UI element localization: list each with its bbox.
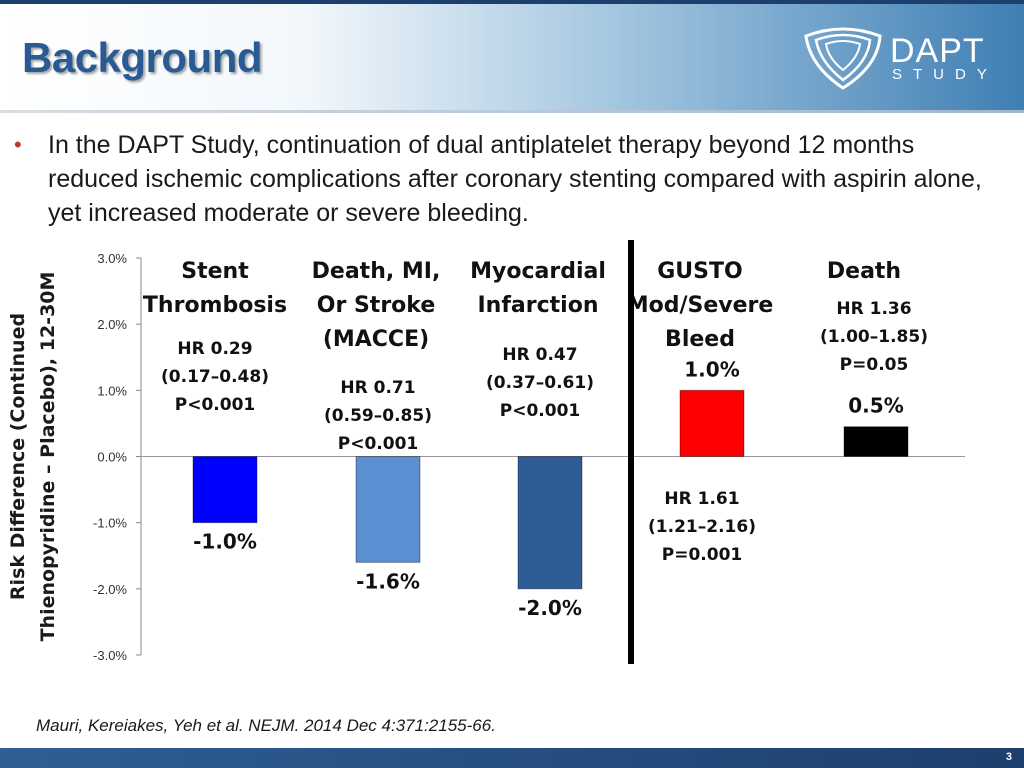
bar [355, 456, 421, 563]
bullet-text: In the DAPT Study, continuation of dual … [48, 131, 982, 227]
data-label: -1.6% [356, 569, 420, 593]
bar [679, 389, 745, 457]
bar [517, 456, 583, 590]
data-label: -2.0% [518, 596, 582, 620]
y-tick-label: -1.0% [93, 516, 127, 531]
dapt-shield-logo-icon [804, 27, 882, 90]
y-tick-label: 3.0% [97, 251, 127, 266]
hazard-ratio-label: HR 1.61 [664, 489, 739, 509]
category-label: GUSTO [657, 259, 742, 284]
hazard-ratio-label: (1.00–1.85) [820, 327, 928, 347]
page-number: 3 [1005, 751, 1012, 763]
hazard-ratio-label: HR 0.47 [502, 345, 577, 365]
y-axis-title-line1: Risk Difference (Continued [7, 313, 29, 600]
category-label: Infarction [478, 293, 599, 318]
hazard-ratio-label: (0.59–0.85) [324, 406, 432, 426]
footer-bar: 3 [0, 748, 1024, 768]
category-label: Myocardial [470, 259, 606, 284]
hazard-ratio-label: P<0.001 [338, 434, 418, 454]
bar [192, 456, 258, 524]
logo-subtitle: STUDY [892, 66, 998, 83]
y-tick-label: 2.0% [97, 317, 127, 332]
category-label: (MACCE) [323, 327, 429, 352]
hazard-ratio-label: HR 1.36 [836, 299, 911, 319]
hazard-ratio-label: P=0.001 [662, 545, 742, 565]
citation: Mauri, Kereiakes, Yeh et al. NEJM. 2014 … [36, 716, 496, 735]
hazard-ratio-label: P<0.001 [175, 395, 255, 415]
hazard-ratio-label: (0.17–0.48) [161, 367, 269, 387]
y-tick-label: 1.0% [97, 383, 127, 398]
risk-difference-chart: 3.0% 2.0% 1.0% 0.0% -1.0% -2.0% -3.0% Risk Diff… [7, 240, 965, 664]
hazard-ratio-label: P<0.001 [500, 401, 580, 421]
category-label: Or Stroke [317, 293, 436, 318]
category-label: Death [827, 259, 901, 284]
hazard-ratio-label: (0.37–0.61) [486, 373, 594, 393]
title-bar: Background DAPT STUDY [0, 0, 1024, 112]
hazard-ratio-label: HR 0.29 [177, 339, 252, 359]
y-tick-label: -2.0% [93, 582, 127, 597]
hazard-ratio-label: HR 0.71 [340, 378, 415, 398]
slide-title: Background [22, 34, 263, 81]
logo-word: DAPT [890, 32, 985, 70]
bar [843, 426, 909, 458]
hazard-ratio-label: (1.21–2.16) [648, 517, 756, 537]
bullet-marker: • [14, 132, 22, 157]
category-label: Stent [181, 259, 249, 284]
category-label: Death, MI, [312, 259, 441, 284]
y-tick-label: -3.0% [93, 648, 127, 663]
dapt-logo: DAPT STUDY [800, 26, 1010, 90]
y-axis-title-line2: Thienopyridine – Placebo), 12-30M [37, 272, 59, 642]
data-label: 1.0% [684, 357, 739, 381]
y-tick-label: 0.0% [97, 450, 127, 465]
category-label: Mod/Severe [627, 293, 774, 318]
category-label: Bleed [665, 327, 735, 352]
data-label: 0.5% [848, 394, 903, 418]
hazard-ratio-label: P=0.05 [840, 355, 909, 375]
header-divider [0, 110, 1024, 113]
data-label: -1.0% [193, 530, 257, 554]
category-label: Thrombosis [143, 293, 287, 318]
